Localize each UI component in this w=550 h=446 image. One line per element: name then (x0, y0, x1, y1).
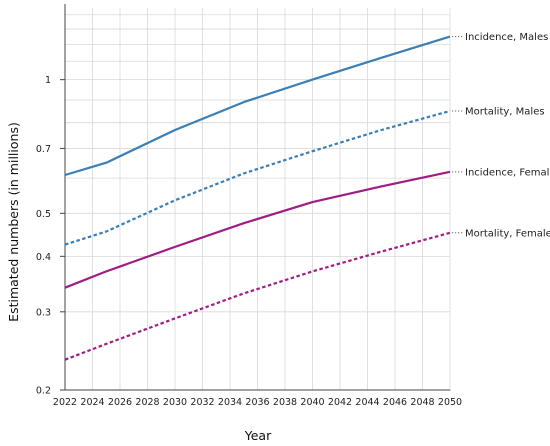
x-tick-label: 2032 (190, 397, 214, 408)
x-tick-label: 2030 (163, 397, 187, 408)
x-tick-label: 2046 (383, 397, 407, 408)
series-labels: Incidence, Males Mortality, Males Incidenc… (452, 32, 550, 239)
y-axis-title: Estimated numbers (in millions) (6, 122, 21, 322)
series-line-2 (64, 170, 451, 289)
series-line-1 (64, 109, 451, 246)
x-tick-label: 2026 (108, 397, 132, 408)
x-tick-label: 2042 (328, 397, 352, 408)
series-label: Incidence, Males (465, 32, 548, 43)
x-tick-label: 2028 (135, 397, 159, 408)
series-line-3 (64, 231, 451, 361)
series-label: Incidence, Females (465, 167, 550, 178)
y-tick-label: 0.2 (36, 386, 51, 397)
y-tick-label: 0.3 (36, 307, 51, 318)
series-line-0 (64, 35, 451, 177)
x-tick-label: 2048 (410, 397, 434, 408)
x-tick-label: 2022 (53, 397, 77, 408)
x-tick-label: 2040 (300, 397, 324, 408)
x-tick-label: 2050 (438, 397, 462, 408)
x-tick-label: 2034 (218, 397, 242, 408)
x-tick-label: 2024 (80, 397, 104, 408)
x-tick-label: 2036 (245, 397, 269, 408)
y-tick-label: 0.4 (36, 252, 51, 263)
series-label: Mortality, Females (465, 228, 550, 239)
series-label: Mortality, Males (465, 106, 545, 117)
x-tick-label: 2038 (273, 397, 297, 408)
axes: 2022 2024 2026 2028 2030 2032 2034 2036 2038 2040… (36, 4, 462, 408)
y-tick-label: 0.7 (36, 144, 51, 155)
x-axis-title: Year (244, 428, 272, 443)
gridlines (64, 8, 451, 391)
x-tick-label: 2044 (355, 397, 379, 408)
y-tick-label: 1 (45, 75, 51, 86)
y-tick-label: 0.5 (36, 209, 51, 220)
series-lines (64, 35, 451, 361)
